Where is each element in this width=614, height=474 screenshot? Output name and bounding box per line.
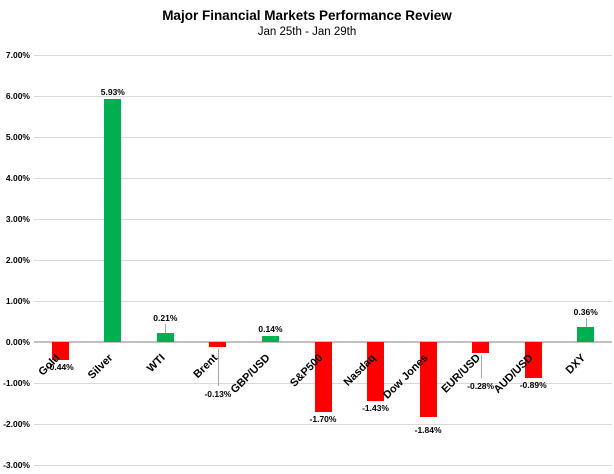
- category-label: DXY: [563, 352, 589, 377]
- label-leader-line: [217, 349, 219, 387]
- value-label: 0.36%: [573, 307, 598, 318]
- bar-aud-usd: [524, 342, 542, 379]
- y-axis-tick-label: 7.00%: [5, 50, 30, 60]
- bar-brent: [209, 342, 227, 348]
- gridline: [34, 96, 612, 97]
- y-axis-tick-label: -2.00%: [3, 419, 30, 429]
- category-label: WTI: [145, 352, 168, 375]
- chart-subtitle: Jan 25th - Jan 29th: [257, 26, 357, 38]
- value-label: -0.28%: [467, 381, 495, 392]
- bar-gbp-usd: [261, 336, 279, 342]
- gridline: [34, 219, 612, 220]
- gridline: [34, 424, 612, 425]
- gridline: [34, 178, 612, 179]
- gridline: [34, 55, 612, 56]
- value-label: -0.44%: [46, 362, 74, 373]
- label-leader-line: [165, 324, 167, 334]
- bar-s-p500: [314, 342, 332, 412]
- bar-eur-usd: [472, 342, 490, 354]
- bar-gold: [51, 342, 69, 361]
- gridline: [34, 260, 612, 261]
- value-label: -1.70%: [309, 413, 337, 424]
- y-axis-tick-label: 4.00%: [5, 173, 30, 183]
- bar-dow-jones: [419, 342, 437, 418]
- y-axis-tick-label: 6.00%: [5, 91, 30, 101]
- gridline: [34, 301, 612, 302]
- plot-area: -0.44% Gold 5.93% Silver 0.21% WTI -0.13% Brent…: [34, 55, 612, 466]
- y-axis-tick-label: -1.00%: [3, 378, 30, 388]
- y-axis-tick-label: 2.00%: [5, 255, 30, 265]
- y-axis-tick-label: 3.00%: [5, 214, 30, 224]
- bar-dxy: [577, 327, 595, 342]
- y-axis-tick-label: -3.00%: [3, 460, 30, 470]
- category-label: Silver: [85, 352, 116, 382]
- y-axis-tick-label: 0.00%: [5, 337, 30, 347]
- bar-nasdaq: [367, 342, 385, 401]
- category-label: Brent: [191, 352, 221, 381]
- bar-wti: [156, 333, 174, 342]
- label-leader-line: [585, 318, 587, 328]
- category-label: GBP/USD: [229, 352, 273, 396]
- chart-title: Major Financial Markets Performance Revi…: [162, 8, 452, 23]
- value-label: -0.13%: [204, 389, 232, 400]
- y-axis-tick-label: 5.00%: [5, 132, 30, 142]
- value-label: -1.43%: [362, 402, 389, 413]
- value-label: -1.84%: [414, 425, 442, 436]
- y-axis-tick-label: 1.00%: [5, 296, 30, 306]
- value-label: 0.21%: [153, 313, 178, 324]
- label-leader-line: [480, 355, 482, 379]
- value-label: 0.14%: [258, 324, 283, 335]
- gridline: [34, 137, 612, 138]
- value-label: -0.89%: [519, 380, 547, 391]
- gridline: [34, 465, 612, 466]
- bar-silver: [104, 98, 122, 342]
- value-label: 5.93%: [100, 86, 125, 97]
